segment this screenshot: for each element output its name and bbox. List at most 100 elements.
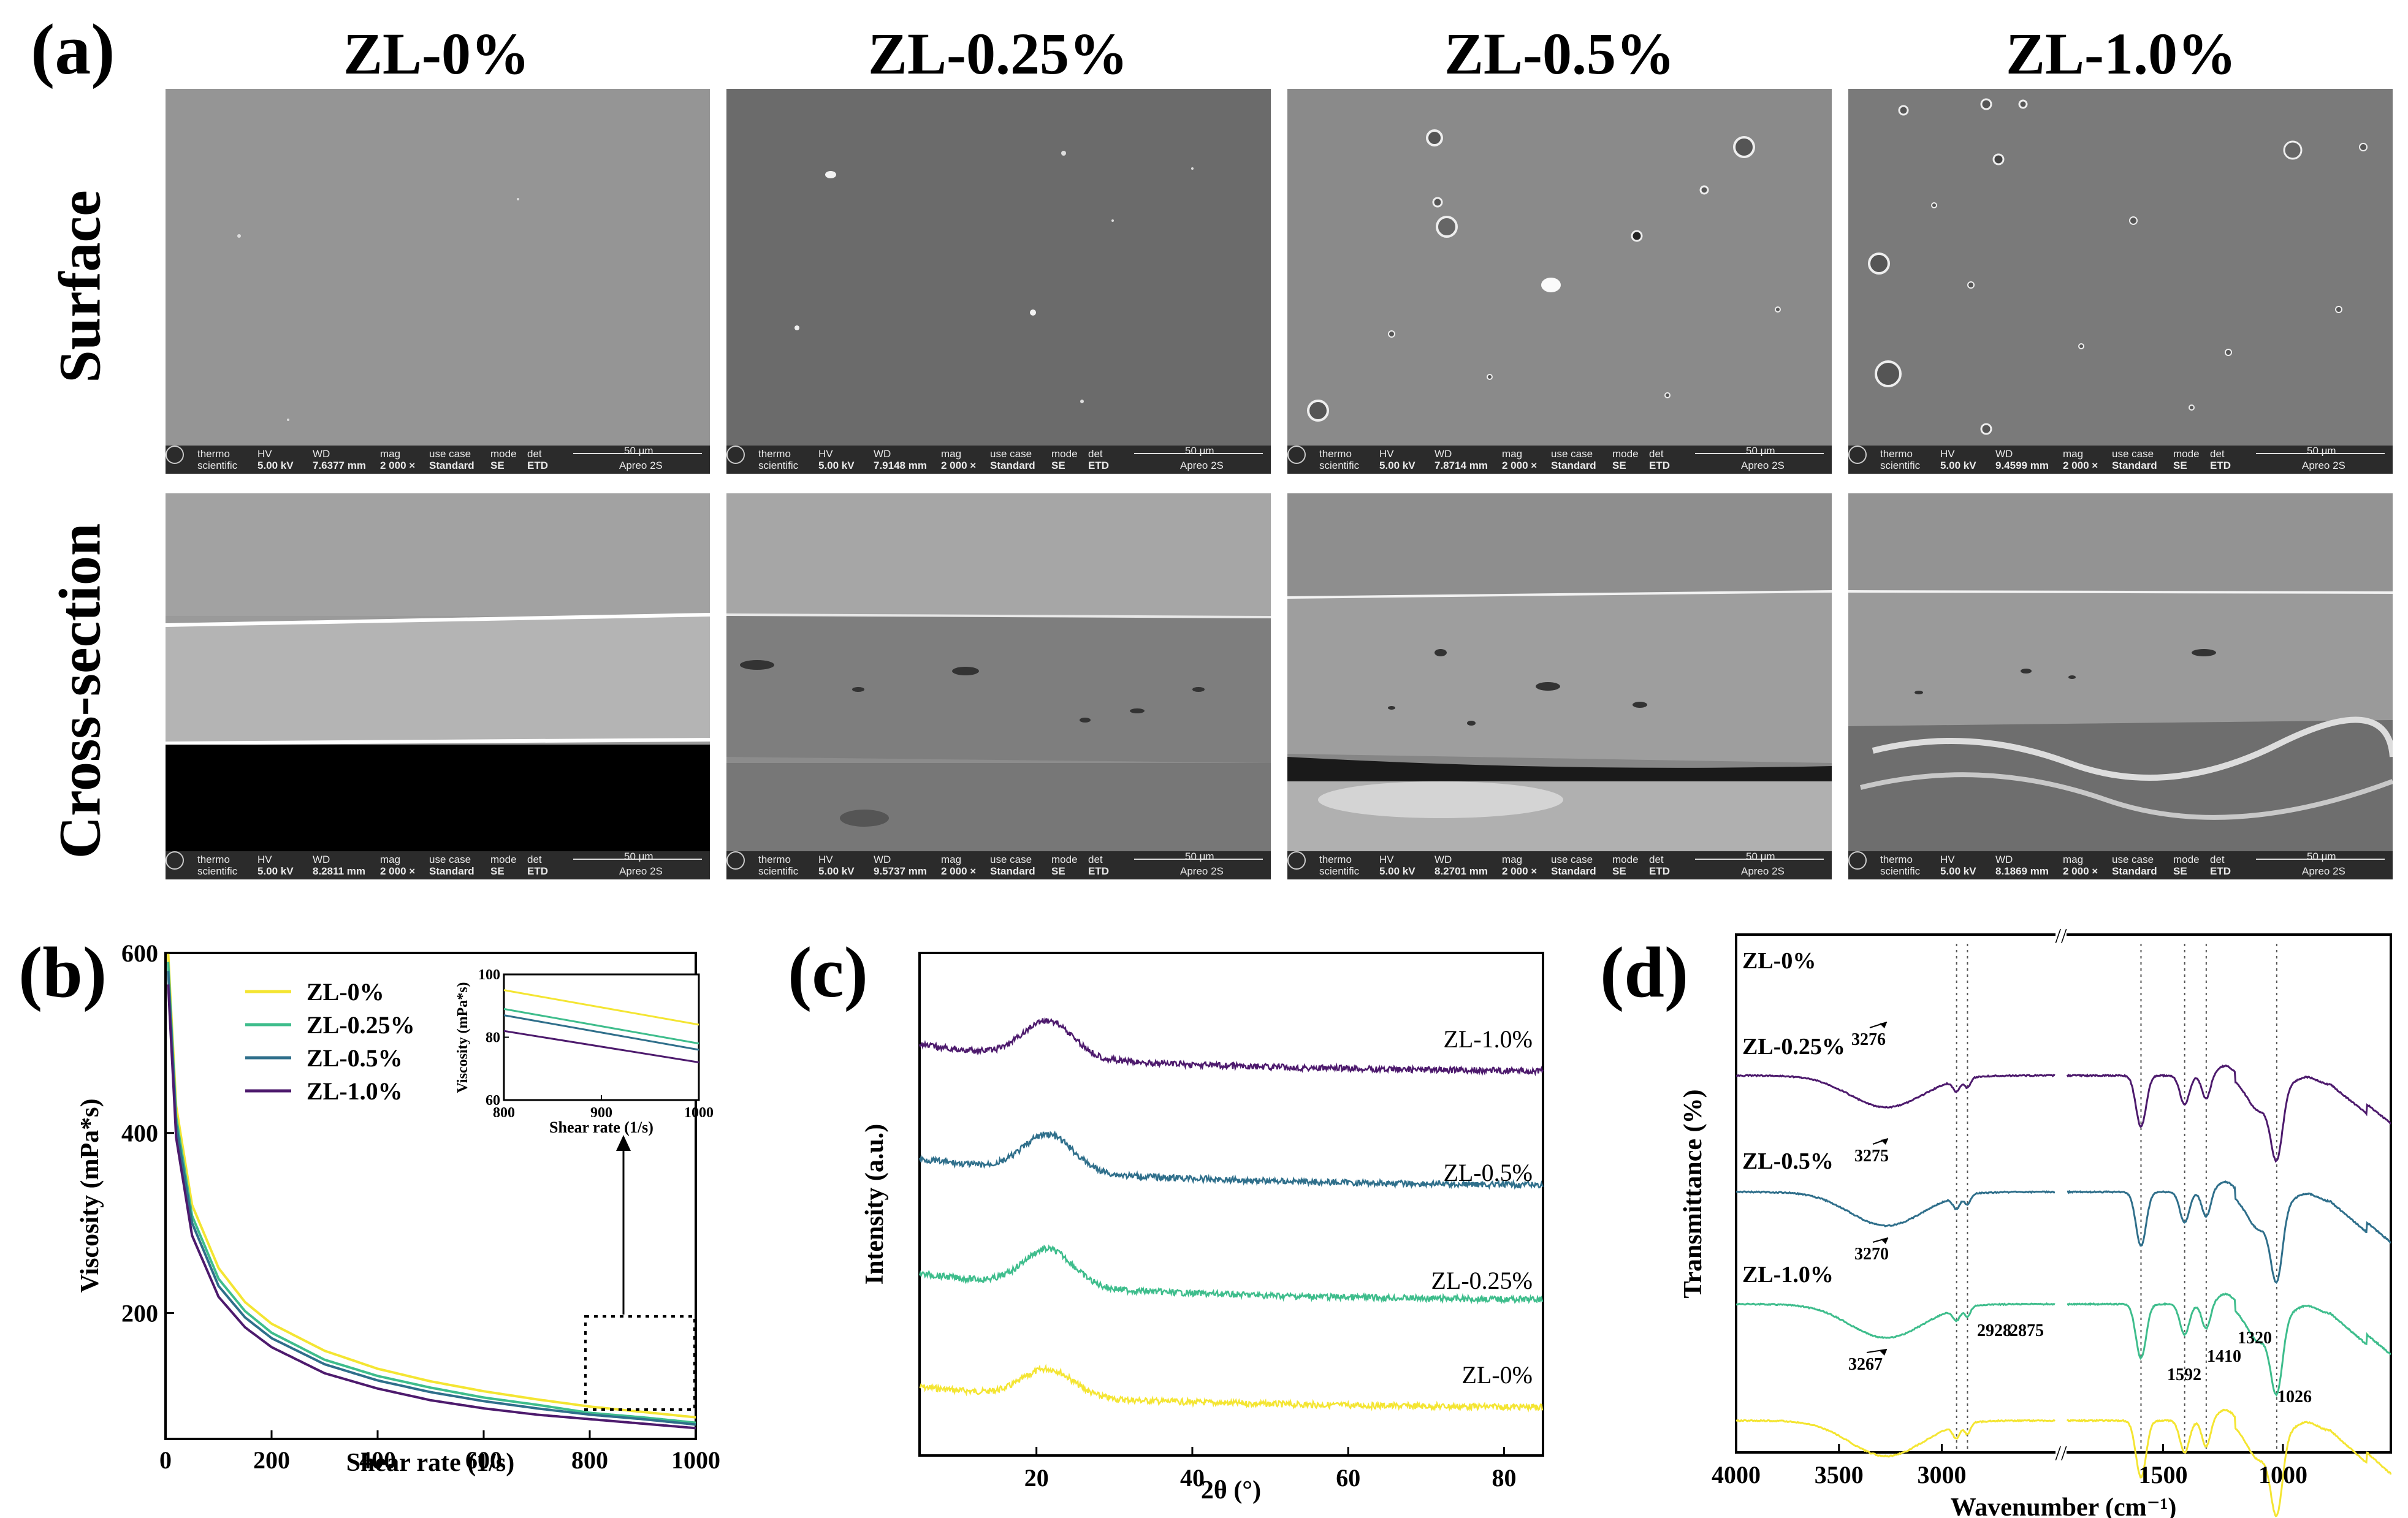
ftir-line-left-2 xyxy=(1736,1190,2056,1228)
row-label-cross-section: Cross-section xyxy=(47,523,113,859)
series-label: ZL-0% xyxy=(1461,1361,1533,1389)
ftir-line-right-0 xyxy=(2066,1408,2392,1517)
x-tick-label: 1500 xyxy=(2138,1461,2187,1489)
inset-x-tick-label: 800 xyxy=(493,1105,515,1121)
sem-surface-zl-10: thermo scientific HV 5.00 kV WD 9.4599 mm m… xyxy=(1848,89,2393,474)
peak-arrow-head xyxy=(1880,1022,1887,1028)
ftir-line-left-0 xyxy=(1736,1419,2056,1458)
peak-label: 3267 xyxy=(1848,1355,1883,1374)
axis-break-mark: // xyxy=(2056,925,2067,947)
x-tick-label: 3500 xyxy=(1815,1461,1864,1489)
peak-label: 1026 xyxy=(2277,1387,2312,1406)
sem-info-bar: thermo scientific HV 5.00 kV WD 8.2701 mm m… xyxy=(1287,851,1832,879)
peak-label: 3275 xyxy=(1854,1147,1889,1166)
peak-label: 1592 xyxy=(2167,1365,2201,1384)
reference-lines xyxy=(1956,944,2277,1451)
sem-info-bar: thermo scientific HV 5.00 kV WD 8.2811 mm m… xyxy=(166,851,710,879)
x-axis-ticks: 20 40 60 80 xyxy=(1024,1447,1516,1492)
inset-x-tick-label: 900 xyxy=(590,1105,612,1121)
peak-arrow-head xyxy=(1881,1238,1888,1244)
x-axis-label: Wavenumber (cm⁻¹) xyxy=(1951,1493,2177,1518)
x-tick-label: 0 xyxy=(159,1446,172,1474)
x-tick-label: 40 xyxy=(1180,1464,1205,1492)
inset-x-tick-label: 1000 xyxy=(684,1105,714,1121)
sem-info-bar: thermo scientific HV 5.00 kV WD 7.8714 mm m… xyxy=(1287,446,1832,474)
peak-arrow-head xyxy=(1880,1349,1887,1356)
x-tick-label: 1000 xyxy=(2258,1461,2307,1489)
x-axis-label: 2θ (°) xyxy=(1201,1476,1261,1505)
axis-break-mark: // xyxy=(2056,1442,2067,1465)
axis-break-gap xyxy=(2056,1449,2067,1456)
inset-y-tick-label: 80 xyxy=(486,1030,500,1046)
sem-surface-zl-025: thermo scientific HV 5.00 kV WD 7.9148 mm m… xyxy=(726,89,1271,474)
sem-cross-zl-05: thermo scientific HV 5.00 kV WD 8.2701 mm m… xyxy=(1287,493,1832,879)
x-tick-label: 400 xyxy=(359,1446,396,1474)
axis-break-gap xyxy=(2056,932,2067,939)
peak-label: 1410 xyxy=(2207,1347,2241,1366)
x-tick-label: 60 xyxy=(1336,1464,1360,1492)
chart-b-frame xyxy=(164,952,697,1440)
y-tick-label: 400 xyxy=(121,1120,158,1147)
inset-y-label: Viscosity (mPa*s) xyxy=(455,982,471,1093)
y-tick-label: 600 xyxy=(121,939,158,967)
sem-cross-zl-10: thermo scientific HV 5.00 kV WD 8.1869 mm m… xyxy=(1848,493,2393,879)
inset-y-tick-label: 60 xyxy=(486,1093,500,1109)
viscosity-line-3 xyxy=(167,984,696,1430)
xrd-chart: 20 40 60 80 ZL-0% ZL-0.25% ZL-0.5% ZL-1.0% 2θ … xyxy=(861,952,1544,1505)
panel-a-letter: (a) xyxy=(31,9,115,89)
peak-label: 2928 xyxy=(1977,1321,2011,1340)
xrd-line-2 xyxy=(918,1130,1544,1190)
sem-info-bar: thermo scientific HV 5.00 kV WD 9.5737 mm m… xyxy=(726,851,1271,879)
inset-y-tick-label: 100 xyxy=(478,967,500,983)
inset-frame xyxy=(503,973,700,1101)
ftir-line-right-3 xyxy=(2066,1064,2391,1163)
peak-arrow-head xyxy=(1881,1139,1888,1145)
sem-surface-zl-0: thermo scientific HV 5.00 kV WD 7.6377 mm m… xyxy=(166,89,710,474)
sem-cross-zl-0: thermo scientific HV 5.00 kV WD 8.2811 mm m… xyxy=(166,493,710,879)
xrd-line-1 xyxy=(918,1244,1544,1305)
series-labels: ZL-0% ZL-0.25% ZL-0.5% ZL-1.0% xyxy=(1742,948,1845,1288)
y-tick-label: 200 xyxy=(121,1299,158,1327)
ftir-line-right-1 xyxy=(2067,1292,2391,1397)
peak-label: 1320 xyxy=(2238,1329,2272,1348)
inset-line-0 xyxy=(503,989,699,1026)
chart-d-frame xyxy=(1735,933,2392,1454)
series-label: ZL-0.5% xyxy=(1742,1148,1834,1174)
ftir-chart: ////4000 3500 3000 1500 1000 ZL-0%ZL-0.25%ZL… xyxy=(1679,925,2392,1518)
x-tick-label: 80 xyxy=(1492,1464,1516,1492)
peak-label: 3270 xyxy=(1854,1245,1889,1264)
y-axis-label: Intensity (a.u.) xyxy=(861,1124,889,1285)
panel-c-letter: (c) xyxy=(788,932,868,1012)
ftir-line-left-3 xyxy=(1736,1074,2056,1109)
peak-arrow xyxy=(1866,1349,1888,1353)
ftir-line-right-2 xyxy=(2067,1180,2391,1284)
panel-d-letter: (d) xyxy=(1600,932,1689,1012)
x-tick-label: 20 xyxy=(1024,1464,1049,1492)
y-axis-label: Transmittance (%) xyxy=(1679,1090,1707,1299)
column-title-zl-025: ZL-0.25% xyxy=(867,21,1129,86)
viscosity-curves xyxy=(167,952,696,1430)
viscosity-line-2 xyxy=(167,971,696,1426)
inset-line-2 xyxy=(503,1014,699,1051)
series-labels: ZL-0% ZL-0.25% ZL-0.5% ZL-1.0% xyxy=(1431,1025,1533,1389)
panel-b-letter: (b) xyxy=(18,932,107,1012)
zoom-arrow-head xyxy=(616,1135,631,1151)
column-title-zl-10: ZL-1.0% xyxy=(2005,21,2237,86)
sem-info-bar: thermo scientific HV 5.00 kV WD 8.1869 mm m… xyxy=(1848,851,2393,879)
inset-line-1 xyxy=(503,1008,699,1045)
series-label: ZL-1.0% xyxy=(1443,1025,1533,1053)
y-axis-ticks: 200 400 600 xyxy=(121,939,174,1327)
x-tick-label: 600 xyxy=(465,1446,502,1474)
inset-line-3 xyxy=(503,1030,699,1063)
sem-surface-zl-05: thermo scientific HV 5.00 kV WD 7.8714 mm m… xyxy=(1287,89,1832,474)
legend-label: ZL-0.25% xyxy=(307,1011,415,1039)
viscosity-line-0 xyxy=(167,952,696,1419)
peak-label: 2875 xyxy=(2010,1321,2044,1340)
legend: ZL-0% ZL-0.25% ZL-0.5% ZL-1.0% xyxy=(245,978,415,1105)
column-title-zl-0: ZL-0% xyxy=(343,21,530,86)
xrd-line-0 xyxy=(919,1364,1544,1413)
series-label: ZL-0.25% xyxy=(1742,1034,1845,1060)
x-tick-label: 200 xyxy=(253,1446,290,1474)
ftir-spectra xyxy=(1736,1064,2392,1517)
zoom-box xyxy=(584,1315,696,1411)
